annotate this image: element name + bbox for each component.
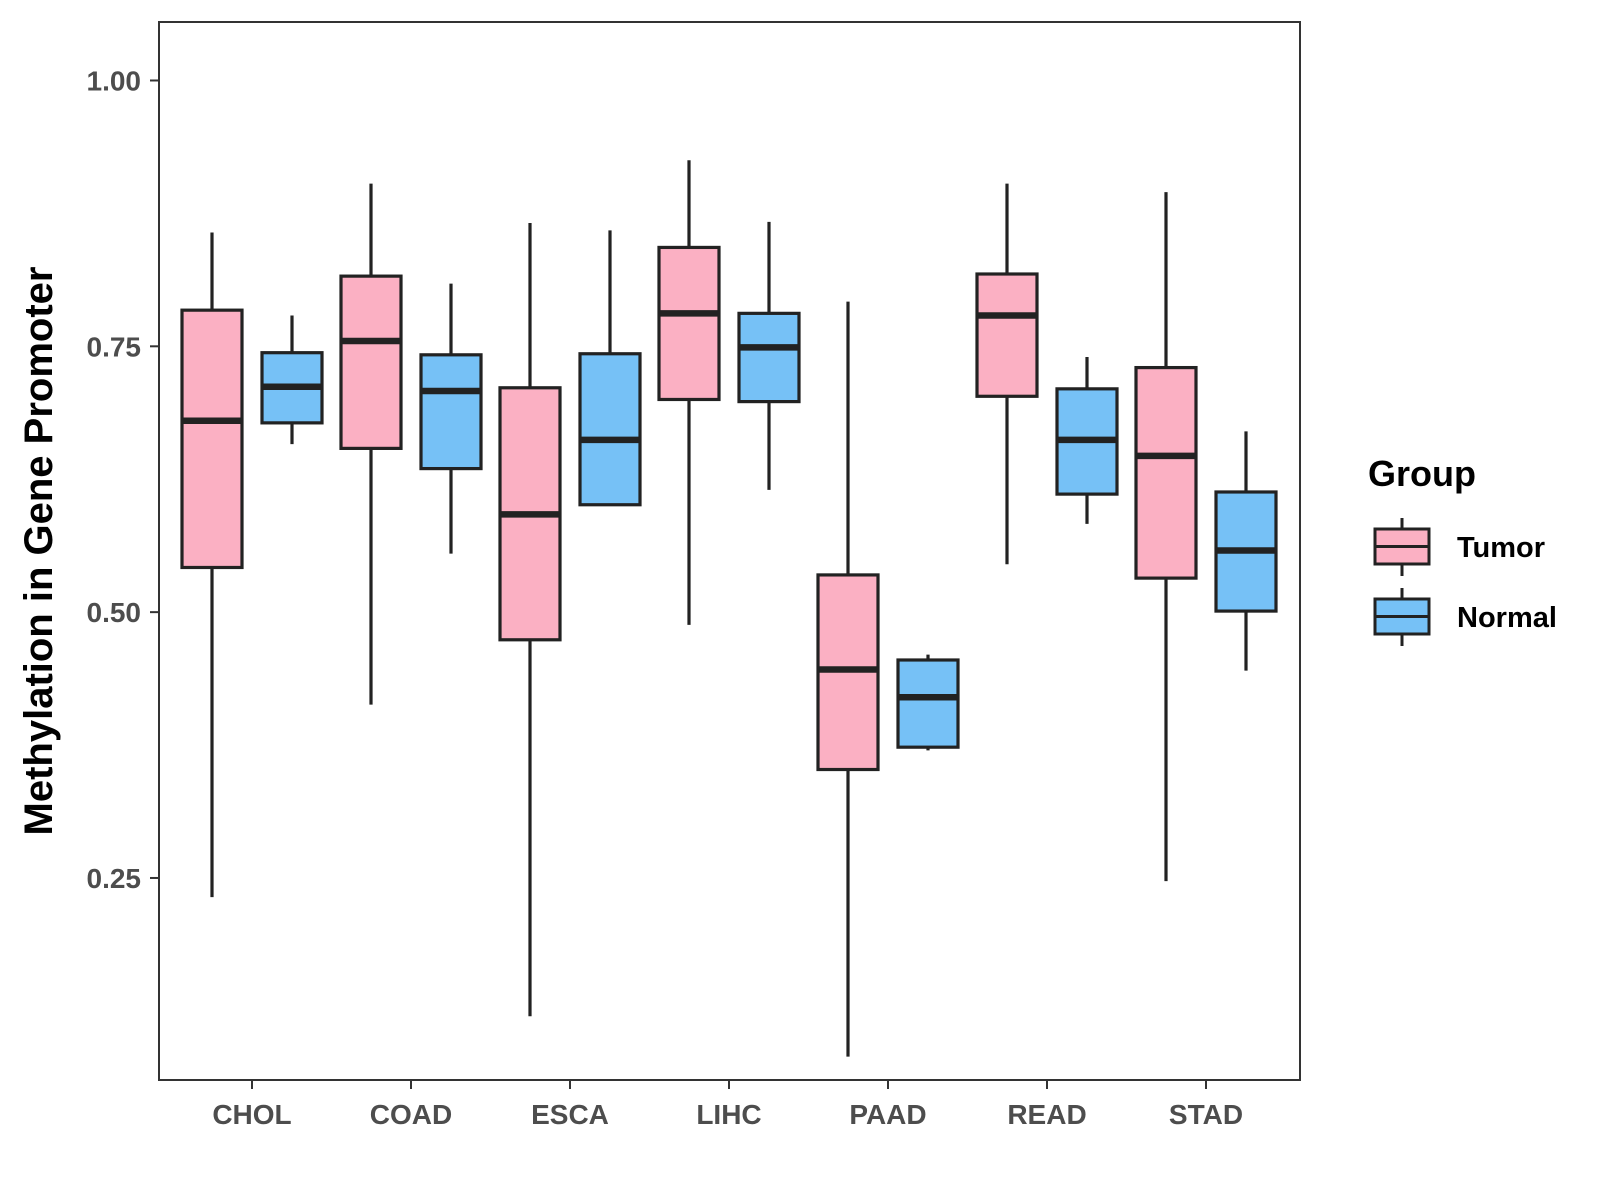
x-tick-label: ESCA <box>531 1099 609 1130</box>
legend: Group Tumor Normal <box>1368 453 1557 646</box>
x-tick-label: LIHC <box>696 1099 761 1130</box>
box-series <box>180 160 1278 1057</box>
y-axis-title: Methylation in Gene Promoter <box>17 267 61 836</box>
box-tumor-stad <box>1134 192 1198 882</box>
box-iqr <box>737 311 801 404</box>
box-normal-lihc <box>737 221 801 490</box>
legend-label-normal: Normal <box>1457 602 1557 634</box>
box-tumor-chol <box>180 232 244 898</box>
legend-label-tumor: Tumor <box>1457 532 1545 564</box>
legend-item-tumor: Tumor <box>1373 518 1545 576</box>
y-axis: 0.25 0.50 0.75 1.00 <box>87 65 159 894</box>
legend-title: Group <box>1368 453 1476 494</box>
legend-key-tumor <box>1373 518 1431 576</box>
box-iqr <box>419 353 483 471</box>
box-normal-chol <box>260 315 324 445</box>
box-normal-esca <box>578 230 642 507</box>
legend-item-normal: Normal <box>1373 588 1557 646</box>
plot-panel <box>158 21 1301 1081</box>
box-tumor-lihc <box>657 160 721 625</box>
box-iqr <box>896 658 960 749</box>
x-axis: CHOL COAD ESCA LIHC PAAD READ STAD <box>212 1080 1243 1130</box>
box-iqr <box>180 308 244 570</box>
box-normal-paad <box>896 654 960 751</box>
x-tick-label: STAD <box>1169 1099 1243 1130</box>
x-tick-label: PAAD <box>849 1099 926 1130</box>
y-tick-label: 0.25 <box>87 863 142 894</box>
box-tumor-coad <box>339 183 403 705</box>
box-iqr <box>657 245 721 402</box>
x-tick-label: READ <box>1007 1099 1086 1130</box>
y-tick-label: 0.50 <box>87 597 142 628</box>
x-tick-label: CHOL <box>212 1099 291 1130</box>
box-normal-read <box>1055 356 1119 524</box>
box-iqr <box>339 274 403 450</box>
legend-key-normal <box>1373 588 1431 646</box>
box-iqr <box>578 352 642 507</box>
box-normal-coad <box>419 283 483 554</box>
box-iqr <box>1134 365 1198 580</box>
box-tumor-read <box>975 183 1039 565</box>
y-tick-label: 0.75 <box>87 331 142 362</box>
box-tumor-esca <box>498 222 562 1017</box>
y-tick-label: 1.00 <box>87 65 142 96</box>
box-normal-stad <box>1214 431 1278 671</box>
x-tick-label: COAD <box>370 1099 452 1130</box>
box-iqr <box>975 272 1039 398</box>
box-tumor-paad <box>816 301 880 1057</box>
